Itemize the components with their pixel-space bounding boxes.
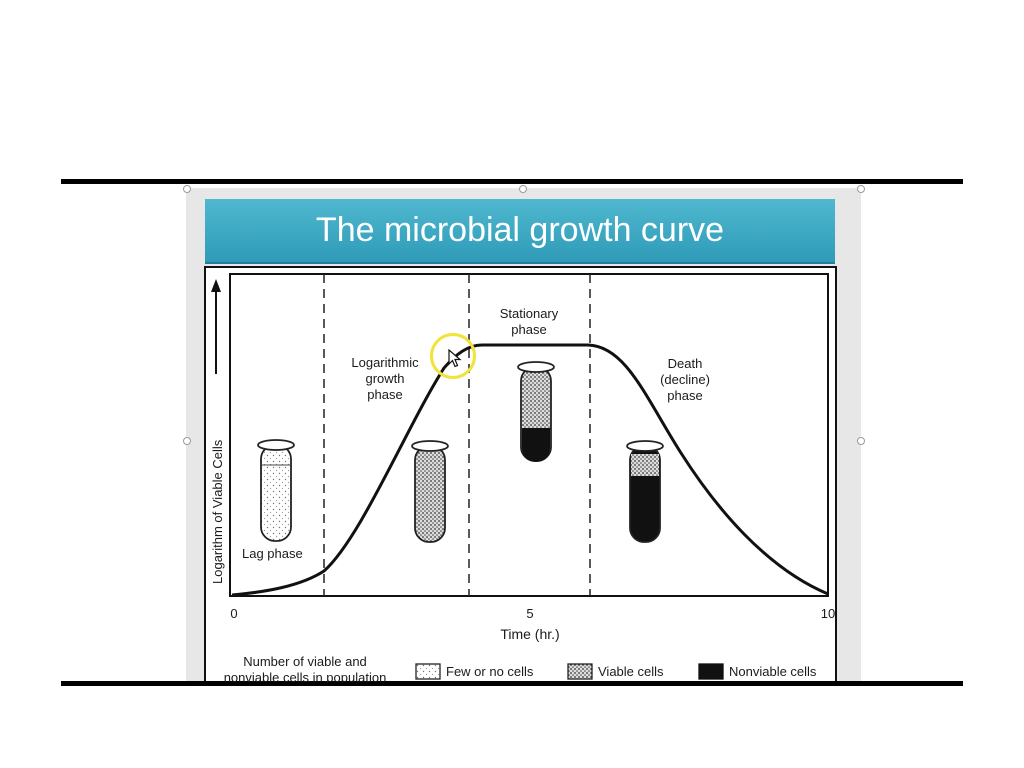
up-arrow-icon: [211, 279, 221, 374]
stationary-phase-label-line-2: phase: [511, 322, 546, 337]
resize-handle-top-middle[interactable]: [519, 185, 527, 193]
death-phase-label-line-1: Death: [668, 356, 703, 371]
resize-handle-left-middle[interactable]: [183, 437, 191, 445]
log-phase-label-line-3: phase: [367, 387, 402, 402]
growth-curve-figure: Logarithm of Viable Cells Lag phase Loga…: [204, 266, 837, 685]
death-phase-label-line-3: phase: [667, 388, 702, 403]
legend-swatch-nonviable: [698, 663, 724, 680]
test-tube-death: [626, 440, 664, 543]
log-phase-label-line-1: Logarithmic: [351, 355, 419, 370]
growth-curve-diagram: Logarithm of Viable Cells Lag phase Loga…: [210, 273, 835, 685]
resize-handle-top-right[interactable]: [857, 185, 865, 193]
arrow-cursor-icon: [448, 349, 462, 368]
test-tube-stationary: [517, 361, 555, 462]
lag-phase-label: Lag phase: [242, 546, 303, 561]
death-phase-label-line-2: (decline): [660, 372, 710, 387]
legend-item-few: Few or no cells: [446, 664, 534, 679]
slide-title: The microbial growth curve: [315, 211, 725, 249]
cursor-highlight: [430, 333, 476, 379]
plot-frame: [229, 273, 829, 597]
legend-swatch-few: [415, 663, 441, 680]
top-divider: [61, 179, 963, 184]
test-tube-log: [411, 440, 449, 543]
y-axis-label: Logarithm of Viable Cells: [210, 439, 225, 584]
legend-title-line-2: nonviable cells in population: [224, 670, 387, 683]
x-tick-5: 5: [526, 606, 533, 621]
x-axis-label: Time (hr.): [500, 626, 559, 642]
stationary-phase-label-line-1: Stationary: [500, 306, 559, 321]
resize-handle-right-middle[interactable]: [857, 437, 865, 445]
resize-handle-top-left[interactable]: [183, 185, 191, 193]
bottom-divider: [61, 681, 963, 686]
legend-item-viable: Viable cells: [598, 664, 664, 679]
x-tick-0: 0: [230, 606, 237, 621]
x-tick-10: 10: [821, 606, 835, 621]
legend-item-nonviable: Nonviable cells: [729, 664, 817, 679]
legend-swatch-viable: [567, 663, 593, 680]
title-banner: The microbial growth curve: [205, 199, 835, 264]
test-tube-lag: [257, 439, 295, 542]
legend-title-line-1: Number of viable and: [243, 654, 367, 669]
log-phase-label-line-2: growth: [365, 371, 404, 386]
